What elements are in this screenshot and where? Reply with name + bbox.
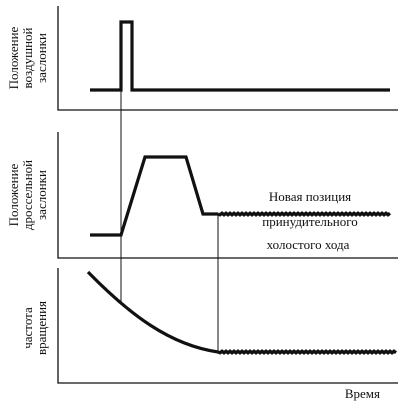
signal-idle (217, 349, 397, 355)
panel-label: заслонки (34, 33, 49, 83)
axes (57, 6, 398, 111)
panel-label: Положение (6, 163, 21, 226)
panel-throttle: Положение дроссельной заслонки Новая поз… (6, 132, 398, 259)
panel-label: дроссельной (20, 160, 35, 230)
panel-label: заслонки (34, 170, 49, 220)
signal (86, 270, 219, 354)
axes (57, 132, 398, 259)
panel-air-damper: Положение воздушной заслонки (6, 6, 398, 111)
annotation: Новая позиция (269, 189, 351, 204)
panel-label: воздушной (20, 27, 35, 88)
annotation: принудительного (262, 214, 357, 229)
signal (90, 155, 218, 237)
panel-speed: частота вращения Время (20, 268, 398, 401)
signal-idle (217, 211, 391, 217)
panel-label: Положение (6, 26, 21, 89)
panel-label: вращения (34, 301, 49, 355)
panel-label: частота (20, 307, 35, 349)
annotation: холостого хода (267, 237, 350, 252)
x-axis-label: Время (345, 386, 380, 401)
axes (57, 268, 398, 384)
signal (90, 20, 390, 92)
